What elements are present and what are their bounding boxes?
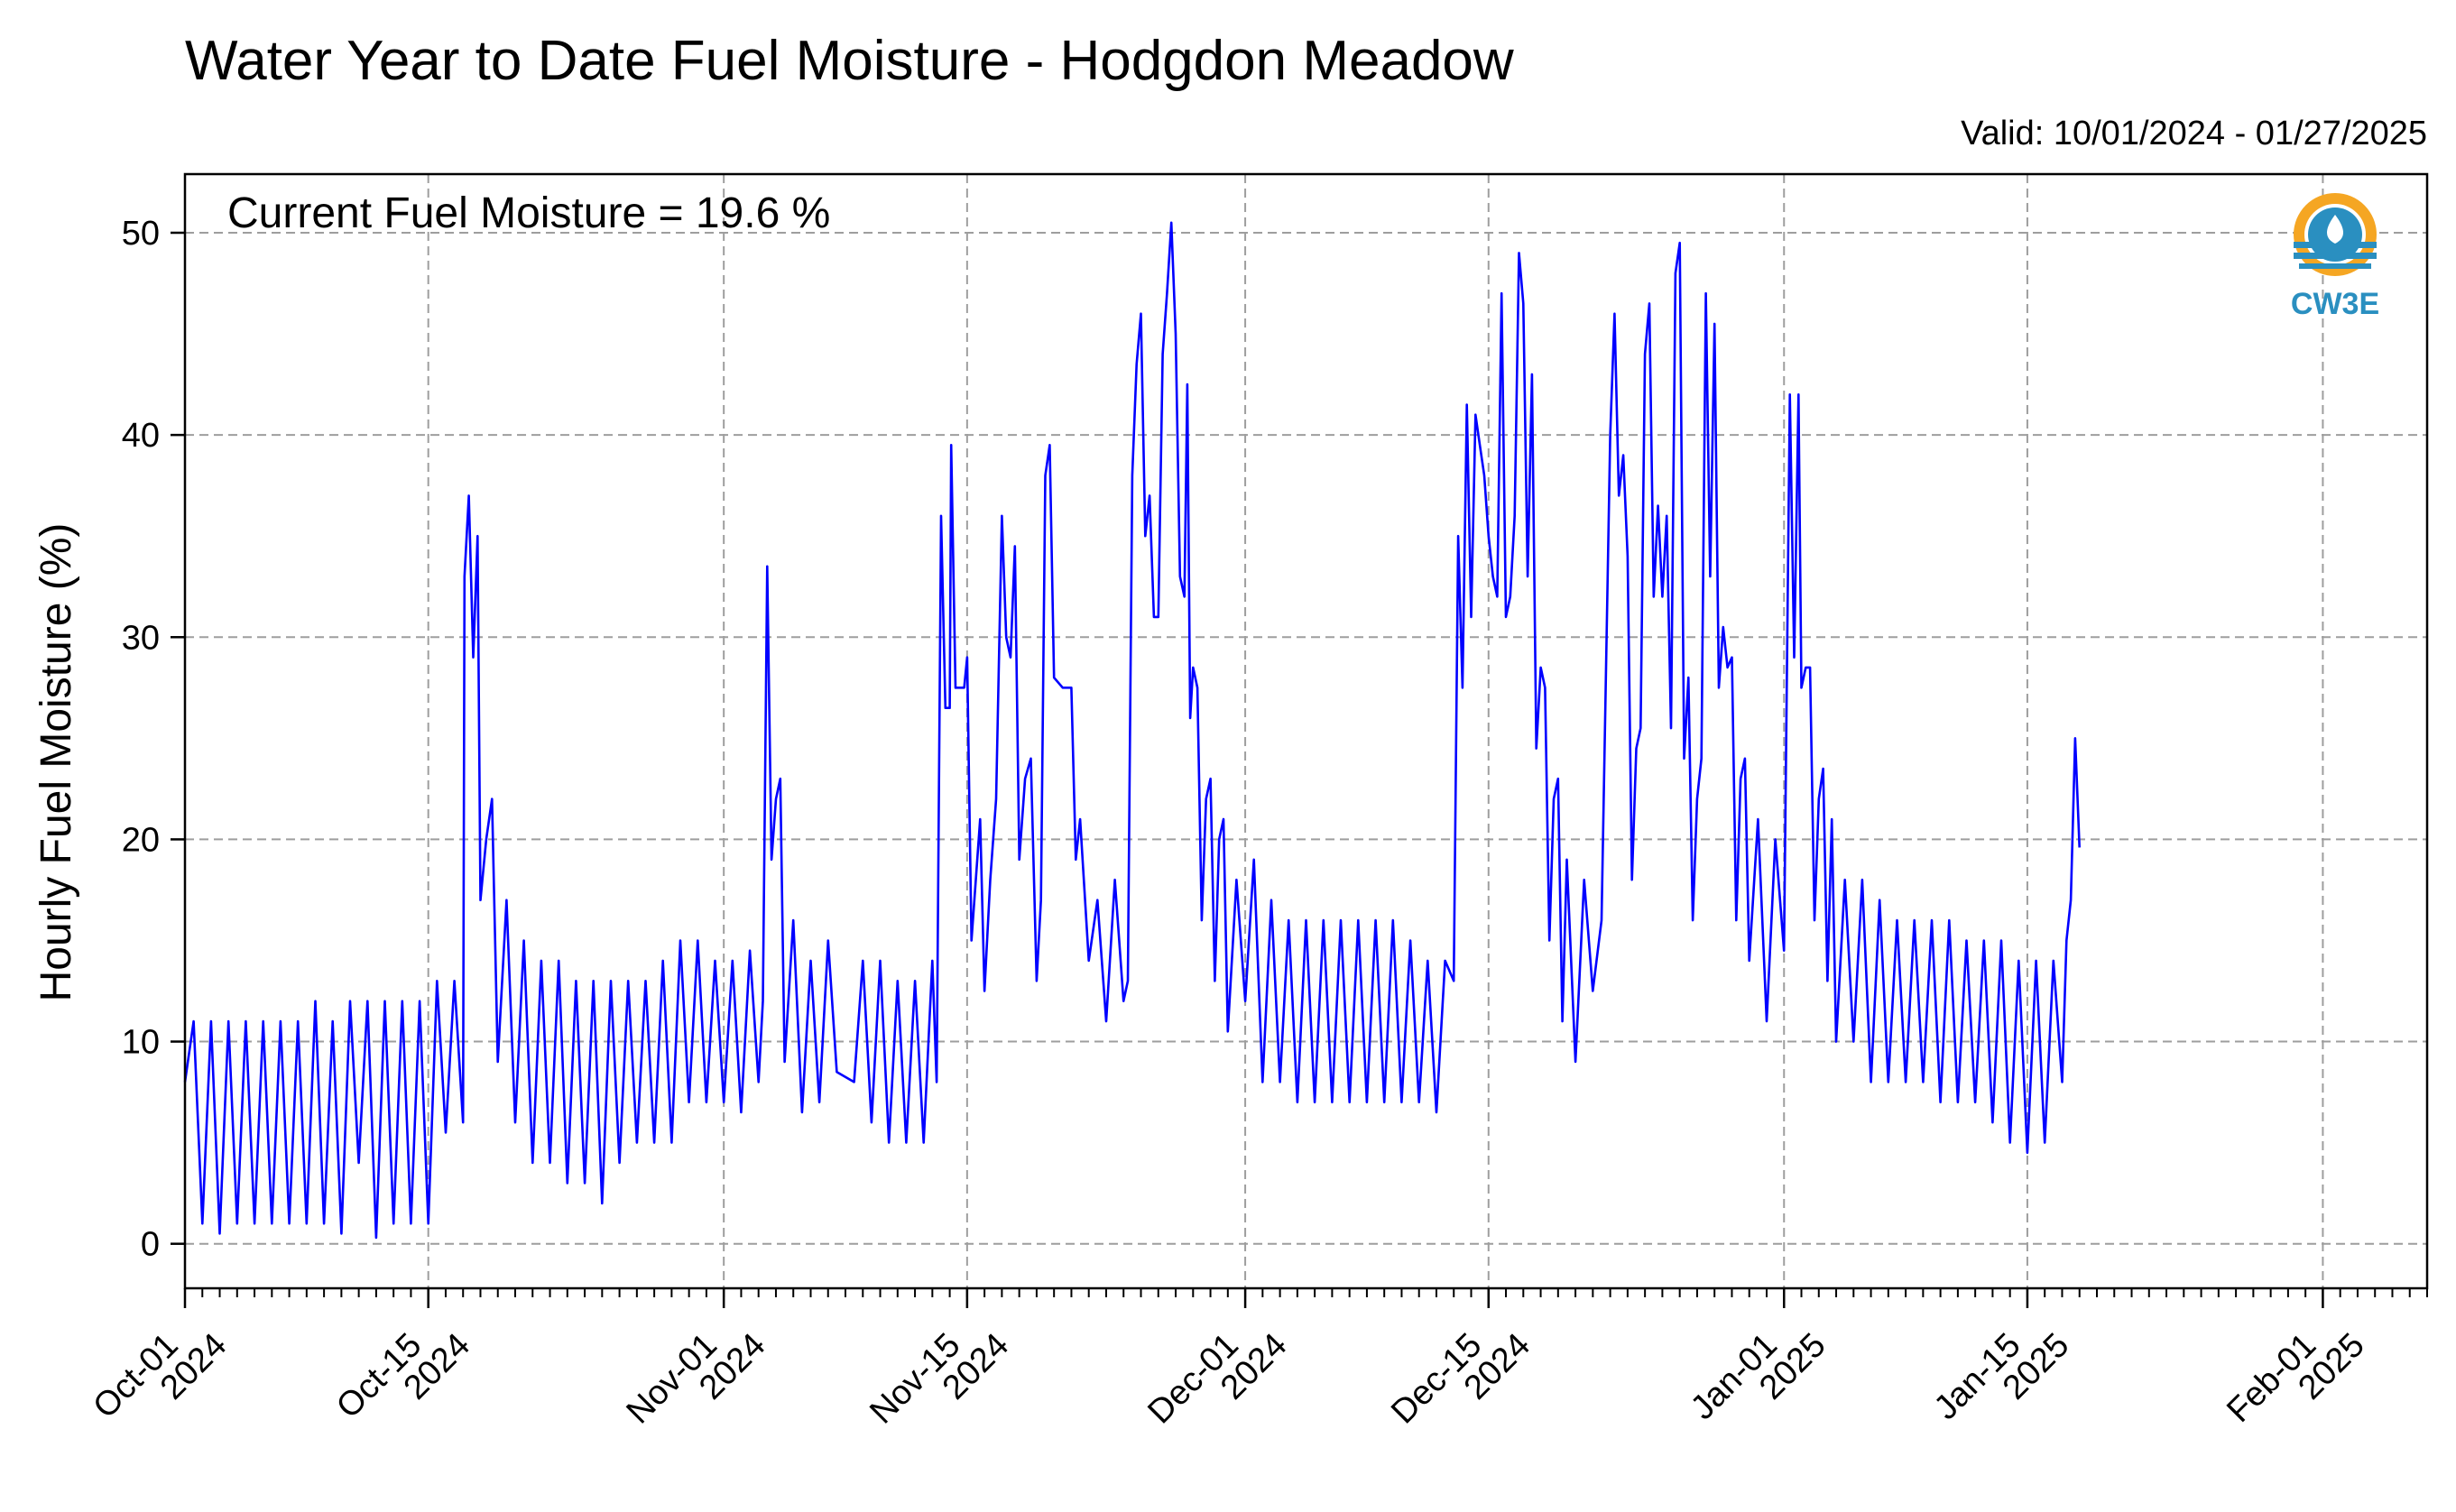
y-tick-label: 10 <box>122 1024 160 1062</box>
logo-wave-icon <box>2294 242 2377 248</box>
y-tick-label: 20 <box>122 821 160 859</box>
cw3e-logo: CW3E <box>2291 193 2379 321</box>
y-axis-label: Hourly Fuel Moisture (%) <box>32 523 80 1002</box>
chart-subtitle: Valid: 10/01/2024 - 01/27/2025 <box>1961 115 2427 152</box>
chart-title: Water Year to Date Fuel Moisture - Hodgd… <box>185 30 1514 92</box>
series-line-group <box>183 221 2081 1240</box>
logo-text: CW3E <box>2291 287 2379 321</box>
y-tick-label: 0 <box>141 1226 160 1264</box>
water-drop-icon <box>2327 215 2343 244</box>
y-tick-labels: 0 10 20 30 40 50 <box>122 215 160 1264</box>
y-tick-label: 50 <box>122 215 160 253</box>
plot-frame <box>183 172 2429 1290</box>
y-tick-label: 30 <box>122 619 160 657</box>
current-moisture-annotation: Current Fuel Moisture = 19.6 % <box>227 189 830 237</box>
y-tick-label: 40 <box>122 417 160 455</box>
axis-ticks <box>171 231 2428 1308</box>
series-line <box>183 221 2081 1240</box>
grid <box>184 174 2427 1288</box>
